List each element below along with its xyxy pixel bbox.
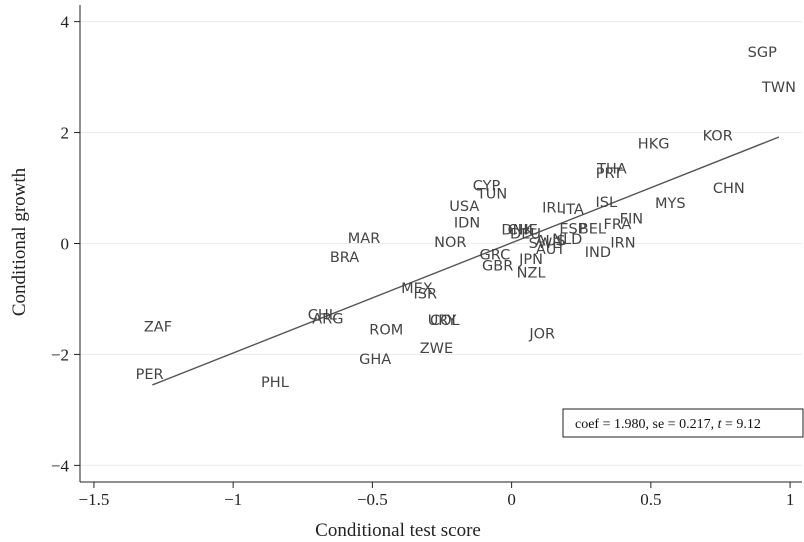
point-label-hkg: HKG [638, 137, 670, 153]
point-label-per: PER [136, 367, 164, 383]
point-label-aus: AUS [536, 234, 566, 250]
y-axis-title: Conditional growth [9, 167, 30, 316]
point-label-che: CHE [508, 223, 538, 239]
point-label-nld: NLD [552, 232, 582, 248]
point-label-jpn: JPN [518, 252, 543, 268]
point-label-bel: BEL [579, 222, 606, 238]
point-label-esp: ESP [559, 222, 586, 238]
point-label-irn: IRN [610, 235, 635, 251]
point-label-kor: KOR [703, 128, 733, 144]
point-label-chl: CHL [308, 307, 337, 323]
point-label-mex: MEX [401, 281, 433, 297]
point-label-idn: IDN [454, 215, 480, 231]
point-label-mar: MAR [348, 231, 381, 247]
point-label-deu: DEU [510, 227, 541, 243]
stat-coef: 1.980 [614, 417, 646, 432]
fit-line [152, 136, 780, 386]
point-label-nzl: NZL [517, 265, 546, 281]
point-label-phl: PHL [261, 375, 289, 391]
point-label-gha: GHA [359, 352, 391, 368]
y-tick-label: 4 [61, 13, 70, 32]
x-tick-label: −1 [224, 490, 242, 509]
x-tick-label: −1.5 [79, 490, 110, 509]
point-label-ind: IND [585, 245, 611, 261]
point-label-rom: ROM [369, 322, 403, 338]
point-label-gbr: GBR [482, 259, 513, 275]
point-label-swe: SWE [529, 236, 562, 252]
point-label-mys: MYS [655, 196, 686, 212]
point-label-arg: ARG [312, 311, 343, 327]
x-tick-label: 0.5 [640, 490, 661, 509]
point-label-nor: NOR [434, 235, 466, 251]
point-label-irl: IRL [542, 200, 564, 216]
point-label-tun: TUN [476, 187, 507, 203]
stat-annotation: coef = 1.980, se = 0.217, t = 9.12 [562, 408, 804, 438]
point-label-chn: CHN [713, 181, 745, 197]
point-label-grc: GRC [480, 248, 511, 264]
point-label-zaf: ZAF [144, 320, 172, 336]
x-tick-label: −0.5 [357, 490, 388, 509]
point-label-ury: URY [428, 313, 457, 329]
gridlines [80, 21, 802, 466]
point-label-prt: PRT [596, 166, 623, 182]
point-label-fin: FIN [620, 212, 643, 228]
fit-line-group [152, 136, 780, 386]
point-label-jor: JOR [528, 326, 555, 342]
point-label-tha: THA [596, 162, 627, 178]
tick-marks-and-labels: −4 −2 0 2 4 −1.5 −1 −0.5 0 0.5 1 [51, 13, 794, 509]
x-axis-title: Conditional test score [315, 520, 481, 541]
point-label-fra: FRA [604, 217, 632, 233]
point-label-usa: USA [449, 199, 479, 215]
point-label-isl: ISL [596, 195, 618, 211]
stat-t: 9.12 [736, 417, 761, 432]
point-label-twn: TWN [761, 80, 796, 96]
point-label-sgp: SGP [748, 45, 777, 61]
point-label-bra: BRA [330, 250, 359, 266]
stat-se: 0.217 [679, 417, 711, 432]
y-tick-label: −4 [51, 456, 70, 475]
point-label-dnk: DNK [501, 223, 533, 239]
point-label-zwe: ZWE [420, 341, 453, 357]
point-label-ita: ITA [562, 202, 584, 218]
point-label-cyp: CYP [473, 178, 501, 194]
stat-annotation-box [562, 408, 804, 438]
point-label-isr: ISR [414, 286, 438, 302]
stat-t-symbol: t [718, 417, 723, 432]
y-tick-label: 0 [61, 235, 70, 254]
x-tick-label: 0 [507, 490, 516, 509]
point-label-col: COL [430, 313, 460, 329]
x-tick-label: 1 [786, 490, 795, 509]
stat-annotation-text: coef = 1.980, se = 0.217, t = 9.12 [575, 417, 761, 432]
y-tick-label: −2 [51, 345, 69, 364]
y-tick-label: 2 [61, 124, 70, 143]
point-label-aut: AUT [536, 242, 566, 258]
